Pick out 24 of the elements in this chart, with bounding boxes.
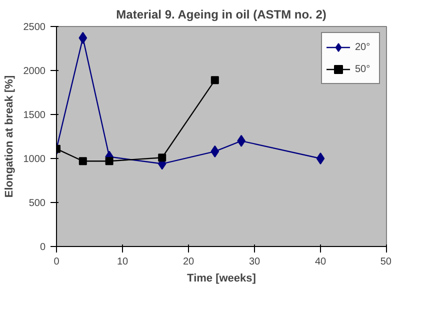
y-axis-title: Elongation at break [%]	[3, 75, 16, 198]
point	[210, 145, 220, 158]
x-tick-label: 50	[380, 256, 392, 268]
y-tick-label: 500	[28, 198, 46, 209]
x-tick-label: 30	[248, 256, 260, 268]
x-axis-title: Time [weeks]	[187, 272, 256, 284]
point	[158, 154, 166, 162]
y-tick-label: 0	[40, 242, 46, 253]
x-tick-label: 40	[314, 256, 326, 268]
point	[78, 157, 87, 166]
legend-label: 50°	[355, 64, 372, 74]
y-tick-label: 2000	[23, 66, 46, 77]
point	[78, 32, 88, 44]
x-tick-label: 20	[182, 256, 194, 268]
point	[105, 157, 114, 166]
point	[316, 152, 325, 164]
x-tick-label: 10	[116, 256, 128, 268]
y-tick-label: 2500	[23, 22, 46, 33]
x-tick-label: 0	[54, 256, 60, 268]
legend-label: 20°	[355, 42, 372, 52]
point	[210, 76, 219, 84]
y-tick-label: 1500	[23, 110, 46, 121]
chart-title: Material 9. Ageing in oil (ASTM no. 2)	[116, 8, 326, 22]
y-tick-label: 1000	[23, 154, 46, 165]
